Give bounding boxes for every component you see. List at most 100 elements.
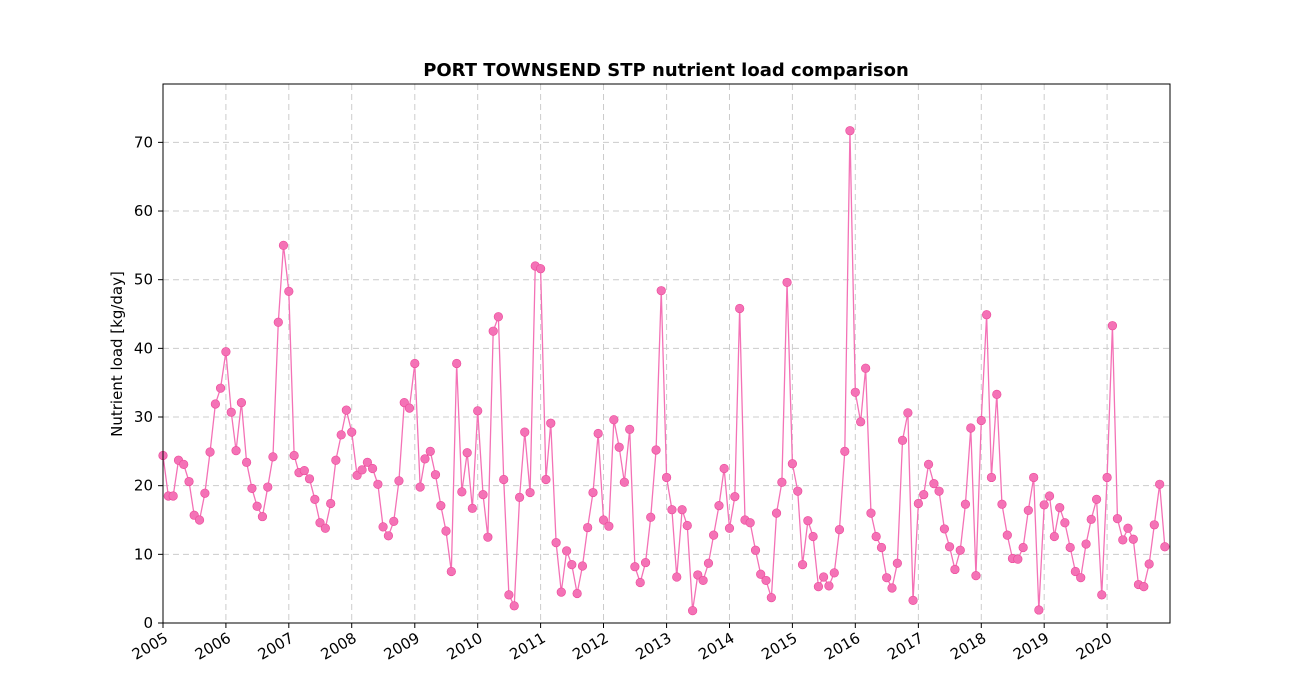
data-point bbox=[771, 508, 782, 518]
data-point bbox=[567, 560, 577, 570]
data-point bbox=[609, 415, 619, 425]
data-point bbox=[1044, 491, 1055, 501]
data-point bbox=[1118, 535, 1128, 545]
data-point bbox=[929, 479, 939, 489]
data-point bbox=[551, 538, 561, 548]
data-point bbox=[430, 470, 441, 480]
data-point bbox=[635, 577, 645, 588]
data-point bbox=[1018, 542, 1028, 553]
data-point bbox=[473, 406, 483, 416]
x-tick-label: 2006 bbox=[192, 629, 234, 664]
data-point bbox=[588, 487, 598, 498]
data-point bbox=[357, 465, 367, 475]
data-point bbox=[698, 575, 708, 586]
data-point bbox=[1065, 542, 1075, 553]
data-point bbox=[593, 428, 603, 439]
data-point bbox=[562, 546, 572, 556]
data-point bbox=[735, 303, 745, 314]
x-tick-label: 2008 bbox=[318, 629, 360, 664]
data-point bbox=[656, 286, 666, 296]
data-point bbox=[829, 568, 839, 578]
data-point bbox=[714, 500, 724, 511]
data-point bbox=[499, 474, 509, 485]
y-tick-label: 10 bbox=[134, 545, 153, 563]
data-point bbox=[724, 523, 735, 533]
data-point bbox=[745, 518, 755, 528]
data-point bbox=[677, 505, 687, 515]
data-point bbox=[604, 521, 614, 531]
data-point bbox=[420, 454, 430, 464]
data-point bbox=[179, 459, 189, 469]
data-point bbox=[719, 463, 729, 474]
data-point bbox=[1123, 523, 1133, 533]
y-tick-label: 0 bbox=[143, 614, 153, 632]
data-point bbox=[871, 531, 881, 542]
plot-frame bbox=[162, 83, 1171, 624]
data-point bbox=[646, 512, 656, 522]
data-point bbox=[1107, 321, 1118, 331]
data-point bbox=[667, 505, 677, 515]
data-point bbox=[997, 499, 1007, 509]
series bbox=[158, 126, 1170, 616]
data-point bbox=[1002, 530, 1012, 540]
data-point bbox=[257, 511, 268, 522]
data-point bbox=[793, 486, 803, 496]
data-point bbox=[462, 448, 472, 458]
data-point bbox=[488, 326, 498, 336]
data-point bbox=[818, 572, 829, 582]
data-point bbox=[410, 358, 420, 369]
y-axis: 0 10 20 30 40 50 60 70 bbox=[134, 133, 163, 632]
data-point bbox=[598, 515, 609, 525]
data-point bbox=[756, 569, 766, 579]
data-point bbox=[619, 477, 629, 487]
data-point bbox=[425, 446, 435, 456]
data-point bbox=[992, 389, 1002, 399]
data-point bbox=[766, 592, 776, 603]
data-point bbox=[347, 427, 357, 437]
data-point bbox=[509, 601, 519, 611]
data-point bbox=[304, 474, 315, 484]
data-point bbox=[903, 408, 913, 418]
data-point bbox=[908, 595, 918, 605]
data-point bbox=[252, 501, 262, 511]
x-tick-label: 2007 bbox=[255, 629, 297, 664]
data-point bbox=[289, 450, 299, 461]
data-point bbox=[1070, 566, 1080, 577]
data-point bbox=[1023, 505, 1033, 515]
y-tick-label: 60 bbox=[134, 202, 153, 220]
data-point bbox=[394, 476, 404, 486]
data-point bbox=[341, 405, 351, 415]
data-point bbox=[446, 566, 456, 577]
data-point bbox=[415, 482, 425, 492]
data-point bbox=[625, 424, 635, 434]
data-point bbox=[887, 583, 897, 593]
data-point bbox=[1097, 590, 1107, 600]
y-tick-label: 20 bbox=[134, 477, 153, 495]
x-axis: 2005 2006 2007 2008 2009 2010 2011 2012 2013 2014… bbox=[129, 623, 1115, 664]
data-point bbox=[672, 572, 682, 582]
x-tick-label: 2014 bbox=[695, 629, 737, 664]
data-point bbox=[955, 545, 965, 555]
data-point bbox=[331, 455, 341, 465]
data-point bbox=[866, 508, 876, 518]
data-point bbox=[682, 520, 692, 531]
data-point bbox=[782, 277, 792, 288]
data-point bbox=[299, 465, 309, 476]
y-tick-label: 40 bbox=[134, 339, 153, 357]
data-point bbox=[483, 532, 493, 542]
data-point bbox=[661, 472, 672, 483]
data-point bbox=[441, 526, 451, 536]
data-point bbox=[1139, 582, 1149, 592]
data-point bbox=[278, 240, 289, 250]
data-point bbox=[541, 474, 551, 485]
data-point bbox=[226, 407, 236, 417]
data-point bbox=[630, 562, 640, 572]
data-point bbox=[525, 487, 535, 498]
data-point bbox=[373, 479, 383, 489]
data-point bbox=[320, 523, 330, 533]
x-tick-label: 2020 bbox=[1073, 629, 1115, 664]
data-point bbox=[950, 564, 960, 575]
grid bbox=[163, 84, 1170, 623]
data-point bbox=[960, 499, 971, 509]
